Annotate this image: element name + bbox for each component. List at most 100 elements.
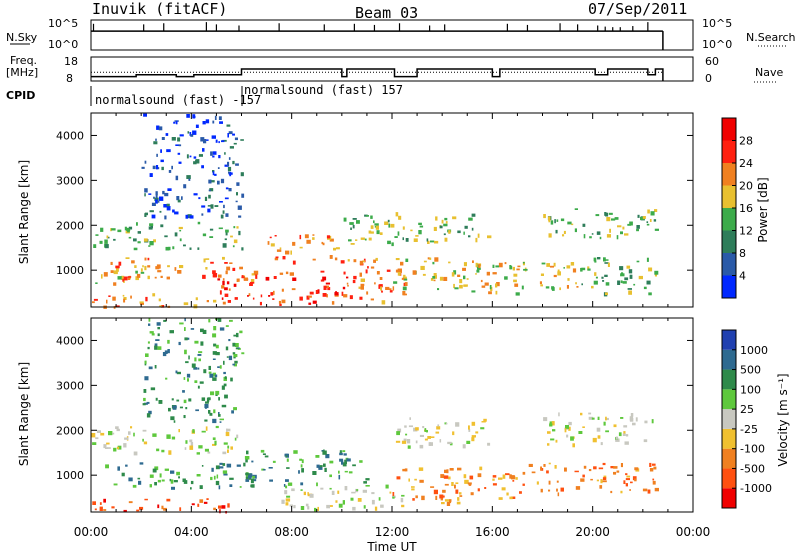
echo-cell xyxy=(459,284,463,289)
echo-cell xyxy=(215,480,220,486)
echo-cell xyxy=(140,268,143,272)
colorbar-frame xyxy=(721,329,737,509)
x-tick-label: 04:00 xyxy=(174,525,209,539)
echo-cell xyxy=(435,216,438,221)
echo-cell xyxy=(644,420,648,424)
echo-cell xyxy=(292,277,297,281)
echo-cell xyxy=(555,229,558,234)
echo-cell xyxy=(426,430,428,433)
echo-cell xyxy=(149,484,152,488)
echo-cell xyxy=(322,242,325,246)
echo-cell xyxy=(219,327,225,331)
echo-cell xyxy=(178,429,180,433)
echo-cell xyxy=(379,277,383,280)
echo-cell xyxy=(624,233,629,236)
echo-cell xyxy=(540,488,543,493)
colorbar-swatch xyxy=(722,230,736,253)
echo-cell xyxy=(471,290,476,293)
echo-cell xyxy=(187,378,189,382)
echo-cell xyxy=(172,405,177,409)
echo-cell xyxy=(563,230,566,234)
echo-cell xyxy=(198,351,203,354)
echo-cell xyxy=(157,327,160,330)
echo-cell xyxy=(600,442,603,446)
echo-cell xyxy=(158,400,163,404)
echo-cell xyxy=(205,401,209,404)
echo-cell xyxy=(626,265,631,269)
echo-cell xyxy=(471,437,475,442)
echo-cell xyxy=(212,358,216,360)
echo-cell xyxy=(548,480,551,485)
echo-cell xyxy=(359,260,364,265)
echo-cell xyxy=(212,443,217,446)
echo-cell xyxy=(556,480,559,483)
echo-cell xyxy=(143,397,146,402)
echo-cell xyxy=(496,282,500,287)
echo-cell xyxy=(613,424,617,428)
echo-cell xyxy=(171,436,176,440)
echo-cell xyxy=(228,172,233,175)
echo-cell xyxy=(599,485,603,489)
echo-cell xyxy=(214,440,217,446)
echo-cell xyxy=(248,475,252,479)
echo-cell xyxy=(381,300,386,305)
echo-cell xyxy=(548,216,551,221)
echo-cell xyxy=(146,401,150,404)
echo-cell xyxy=(159,305,163,308)
echo-cell xyxy=(403,274,406,277)
y-tick-label: 3000 xyxy=(56,379,84,392)
echo-cell xyxy=(222,280,225,286)
echo-cell xyxy=(580,478,585,482)
echo-cell xyxy=(212,155,215,158)
echo-cell xyxy=(179,134,184,137)
echo-cell xyxy=(190,442,194,446)
echo-cell xyxy=(177,270,182,274)
y-tick-label: 3000 xyxy=(56,174,84,187)
echo-cell xyxy=(177,199,181,203)
y-tick-label: 1000 xyxy=(56,469,84,482)
echo-cell xyxy=(215,390,220,395)
echo-cell xyxy=(103,272,108,277)
echo-cell xyxy=(344,459,347,464)
echo-cell xyxy=(198,445,203,449)
echo-cell xyxy=(197,221,201,225)
echo-cell xyxy=(574,470,579,473)
echo-cell xyxy=(470,492,474,496)
echo-cell xyxy=(557,492,560,497)
echo-cell xyxy=(646,221,649,223)
echo-cell xyxy=(448,476,451,480)
echo-cell xyxy=(440,474,445,478)
echo-cell xyxy=(605,292,608,296)
echo-cell xyxy=(236,332,239,338)
echo-cell xyxy=(441,502,445,505)
colorbar-swatch xyxy=(722,253,736,276)
echo-cell xyxy=(228,188,232,192)
echo-cell xyxy=(477,267,481,270)
echo-cell xyxy=(186,154,189,159)
echo-cell xyxy=(166,276,170,280)
echo-cell xyxy=(422,273,426,276)
echo-cell xyxy=(387,219,390,223)
echo-cell xyxy=(142,403,146,406)
echo-cell xyxy=(400,261,404,266)
echo-cell xyxy=(314,507,317,512)
echo-cell xyxy=(555,439,558,443)
nsearch-tick-top: 10^5 xyxy=(702,17,732,30)
echo-cell xyxy=(207,397,211,401)
echo-cell xyxy=(504,276,508,280)
echo-cell xyxy=(419,434,424,437)
echo-cell xyxy=(208,319,211,323)
echo-cell xyxy=(183,415,186,419)
echo-cell xyxy=(439,225,443,229)
echo-cell xyxy=(581,283,583,286)
echo-cell xyxy=(543,214,546,219)
echo-cell xyxy=(238,230,241,236)
echo-cell xyxy=(653,219,657,222)
echo-cell xyxy=(276,249,282,252)
echo-cell xyxy=(364,238,367,241)
echo-cell xyxy=(617,280,621,285)
echo-cell xyxy=(224,262,228,264)
colorbar-tick-label: 4 xyxy=(739,270,746,283)
echo-cell xyxy=(616,470,620,473)
echo-cell xyxy=(214,205,219,207)
